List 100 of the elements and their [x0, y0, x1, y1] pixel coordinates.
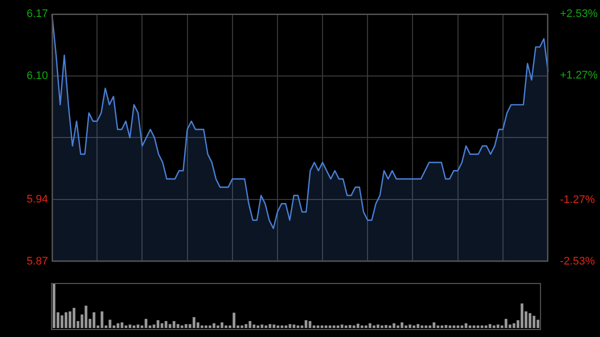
bar — [312, 325, 316, 328]
bar — [480, 325, 484, 328]
bar — [324, 325, 328, 328]
bar — [200, 325, 204, 328]
y-tick-label: 6.17 — [26, 8, 48, 20]
bar — [276, 325, 280, 328]
bar — [476, 325, 480, 328]
bar — [384, 325, 388, 328]
bar — [216, 325, 220, 328]
bar — [164, 321, 168, 328]
bar — [100, 311, 104, 328]
bar — [420, 325, 424, 328]
bar — [376, 324, 380, 328]
bar — [160, 323, 164, 328]
bar — [352, 325, 356, 328]
y2-tick-label: -2.53% — [560, 255, 596, 268]
bar — [284, 325, 288, 328]
bar — [452, 325, 456, 328]
bar — [340, 324, 344, 328]
bar — [416, 324, 420, 328]
y-tick-label: 6.10 — [26, 70, 48, 82]
bar — [436, 325, 440, 328]
bar — [232, 312, 236, 328]
bar — [316, 325, 320, 328]
bar — [336, 325, 340, 328]
bar — [224, 325, 228, 328]
bar — [192, 317, 196, 328]
bar — [84, 306, 88, 328]
bar — [364, 325, 368, 328]
bar — [408, 324, 412, 328]
bar — [212, 323, 216, 328]
bar — [92, 312, 96, 328]
bar — [412, 325, 416, 328]
bar — [404, 325, 408, 328]
bar — [464, 323, 468, 328]
bar — [64, 312, 68, 328]
bar — [268, 324, 272, 328]
bar — [68, 311, 72, 328]
bar — [252, 324, 256, 328]
bar — [144, 318, 148, 328]
bar — [488, 324, 492, 328]
bar — [388, 325, 392, 328]
bar — [292, 324, 296, 328]
bar — [448, 325, 452, 328]
bar — [400, 322, 404, 328]
y-tick-label: 5.94 — [26, 194, 48, 206]
bar — [520, 303, 524, 328]
bar — [368, 323, 372, 328]
bar — [172, 321, 176, 328]
bar — [72, 308, 76, 328]
bar — [468, 325, 472, 328]
bar — [128, 324, 132, 328]
bar — [132, 325, 136, 328]
bar — [304, 320, 308, 328]
bar — [360, 325, 364, 328]
bar — [176, 324, 180, 328]
bar — [424, 325, 428, 328]
bar — [184, 324, 188, 328]
bar — [288, 324, 292, 328]
bar — [528, 313, 532, 328]
bar — [504, 318, 508, 328]
bar — [536, 320, 540, 328]
bar — [328, 325, 332, 328]
bar — [444, 325, 448, 328]
bar — [296, 325, 300, 328]
y2-tick-label: +2.53% — [560, 8, 598, 20]
bar — [248, 321, 252, 328]
bar — [244, 324, 248, 328]
bar — [108, 320, 112, 328]
bar — [116, 323, 120, 328]
bar — [472, 325, 476, 328]
y-tick-label: 5.87 — [26, 255, 48, 268]
bar — [496, 324, 500, 328]
bar — [392, 323, 396, 328]
bar — [532, 316, 536, 328]
bar — [356, 324, 360, 328]
bar — [264, 325, 268, 328]
bar — [308, 321, 312, 328]
bar — [396, 325, 400, 328]
bar — [220, 322, 224, 328]
bar — [456, 325, 460, 328]
bar — [380, 325, 384, 328]
bar — [280, 325, 284, 328]
bar — [240, 325, 244, 328]
bar — [156, 320, 160, 328]
bar — [124, 325, 128, 328]
bar — [492, 325, 496, 328]
bar — [168, 324, 172, 328]
bar — [256, 325, 260, 328]
bar — [136, 324, 140, 328]
bar — [428, 325, 432, 328]
bar — [440, 325, 444, 328]
bar — [60, 315, 64, 328]
bar — [180, 325, 184, 328]
bar — [120, 322, 124, 328]
bar — [484, 325, 488, 328]
y2-tick-label: +1.27% — [560, 70, 598, 82]
bar — [320, 325, 324, 328]
bar — [372, 325, 376, 328]
bar — [348, 325, 352, 328]
